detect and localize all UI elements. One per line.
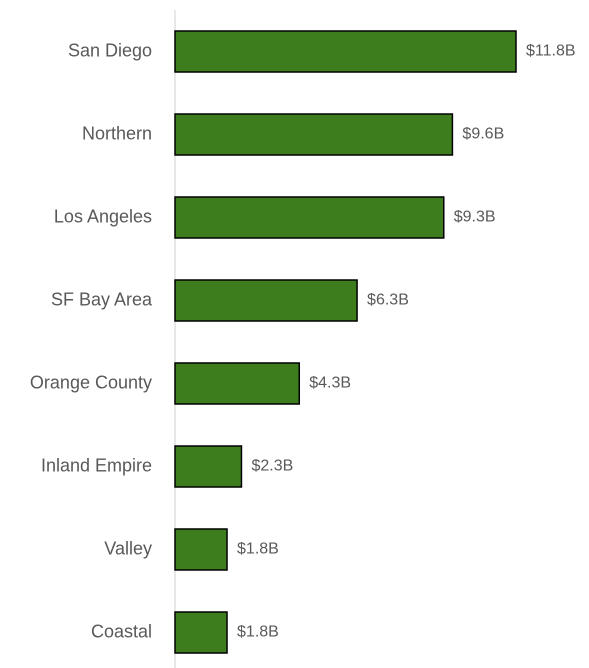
category-label: Coastal: [91, 621, 152, 641]
data-label: $9.3B: [454, 209, 496, 226]
bar: [174, 279, 358, 322]
category-label: Northern: [82, 123, 152, 143]
category-label: Inland Empire: [41, 455, 152, 475]
category-label: Orange County: [30, 372, 152, 392]
category-label: SF Bay Area: [51, 289, 153, 309]
category-label: San Diego: [68, 40, 152, 60]
data-label: $1.8B: [237, 624, 279, 641]
data-label: $6.3B: [367, 292, 409, 309]
category-label: Valley: [104, 538, 152, 558]
bar: [174, 528, 228, 571]
data-label: $9.6B: [462, 126, 504, 143]
bar: [174, 611, 228, 654]
bar: [174, 362, 301, 405]
bar: [174, 196, 445, 239]
bar: [174, 113, 454, 156]
data-label: $11.8B: [526, 43, 576, 60]
data-label: $4.3B: [309, 375, 351, 392]
bar: [174, 30, 517, 73]
data-label: $2.3B: [251, 458, 293, 475]
category-label: Los Angeles: [54, 206, 152, 226]
data-label: $1.8B: [237, 541, 279, 558]
bar: [174, 445, 243, 488]
